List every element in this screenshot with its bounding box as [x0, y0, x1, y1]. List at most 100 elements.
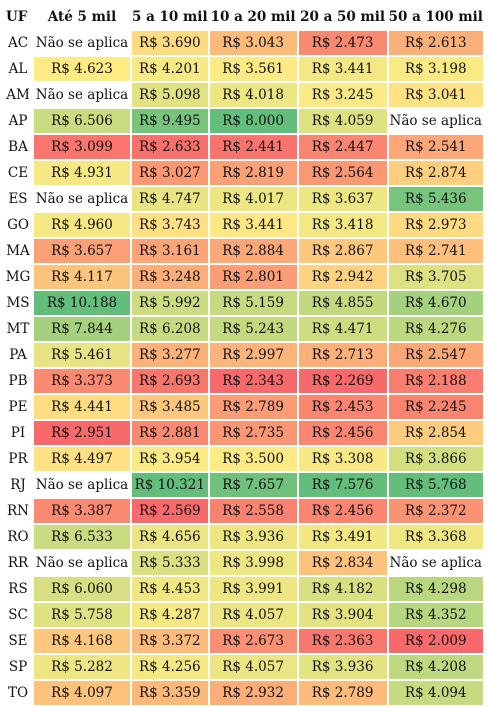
heatmap-cell: R$ 4.287	[132, 603, 208, 627]
table-row: GO R$ 4.960 R$ 3.743 R$ 3.441 R$ 3.418 R$ 2.9…	[4, 213, 483, 237]
column-header-10-a-20-mil: 10 a 20 mil	[210, 9, 296, 25]
heatmap-cell: R$ 2.453	[298, 395, 387, 419]
heatmap-cell: R$ 3.904	[298, 603, 387, 627]
table-row: SP R$ 5.282 R$ 4.256 R$ 4.057 R$ 3.936 R$ 4.2…	[4, 655, 483, 679]
heatmap-cell: R$ 3.198	[388, 57, 483, 81]
row-label-uf: RR	[7, 555, 29, 571]
heatmap-cell: R$ 5.333	[132, 551, 208, 575]
heatmap-cell: R$ 4.097	[34, 681, 130, 705]
heatmap-cell: R$ 6.208	[132, 317, 208, 341]
row-label-uf: RO	[7, 529, 29, 545]
table-row: PE R$ 4.441 R$ 3.485 R$ 2.789 R$ 2.453 R$ 2.2…	[4, 395, 483, 419]
heatmap-cell: R$ 3.368	[388, 525, 483, 549]
heatmap-cell: R$ 7.844	[34, 317, 130, 341]
heatmap-cell: R$ 2.633	[132, 135, 208, 159]
heatmap-cell: R$ 3.277	[132, 343, 208, 367]
heatmap-cell: R$ 3.373	[34, 369, 130, 393]
heatmap-cell: R$ 5.768	[388, 473, 483, 497]
heatmap-cell: R$ 10.321	[132, 473, 208, 497]
heatmap-cell: R$ 2.884	[209, 239, 297, 263]
row-label-uf: PI	[10, 425, 26, 441]
heatmap-cell: R$ 2.854	[388, 421, 483, 445]
header-row: UF Até 5 mil 5 a 10 mil 10 a 20 mil 20 a…	[4, 5, 483, 29]
heatmap-cell: R$ 2.569	[132, 499, 208, 523]
heatmap-cell: R$ 5.159	[209, 291, 297, 315]
row-label-uf: AP	[8, 113, 28, 129]
heatmap-cell: R$ 2.951	[34, 421, 130, 445]
table-header: UF Até 5 mil 5 a 10 mil 10 a 20 mil 20 a…	[4, 5, 483, 29]
heatmap-cell: R$ 3.099	[34, 135, 130, 159]
heatmap-cell: R$ 3.485	[132, 395, 208, 419]
column-header-50-a-100-mil: 50 a 100 mil	[388, 9, 483, 25]
heatmap-cell: R$ 8.000	[209, 109, 297, 133]
heatmap-cell: R$ 3.991	[209, 577, 297, 601]
row-label-uf: SP	[8, 659, 28, 675]
table-row: AP R$ 6.506 R$ 9.495 R$ 8.000 R$ 4.059 Não se…	[4, 109, 483, 133]
table-row: RR Não se aplica R$ 5.333 R$ 3.998 R$ 2.834 N…	[4, 551, 483, 575]
table-row: PB R$ 3.373 R$ 2.693 R$ 2.343 R$ 2.269 R$ 2.1…	[4, 369, 483, 393]
heatmap-cell: R$ 3.245	[298, 83, 387, 107]
heatmap-cell: R$ 3.308	[298, 447, 387, 471]
heatmap-cell: R$ 5.992	[132, 291, 208, 315]
heatmap-cell: R$ 2.188	[388, 369, 483, 393]
heatmap-cell: R$ 5.243	[209, 317, 297, 341]
heatmap-cell: R$ 4.208	[388, 655, 483, 679]
table-row: RJ Não se aplica R$ 10.321 R$ 7.657 R$ 7.576…	[4, 473, 483, 497]
heatmap-cell: R$ 2.819	[209, 161, 297, 185]
table-row: BA R$ 3.099 R$ 2.633 R$ 2.441 R$ 2.447 R$ 2.5…	[4, 135, 483, 159]
heatmap-cell: R$ 4.201	[132, 57, 208, 81]
column-header-5-a-10-mil: 5 a 10 mil	[132, 9, 208, 25]
heatmap-cell: R$ 2.269	[298, 369, 387, 393]
heatmap-cell: R$ 2.693	[132, 369, 208, 393]
heatmap-cell: R$ 7.657	[209, 473, 297, 497]
heatmap-cell: R$ 3.441	[209, 213, 297, 237]
table-row: MA R$ 3.657 R$ 3.161 R$ 2.884 R$ 2.867 R$ 2.7…	[4, 239, 483, 263]
heatmap-cell: R$ 4.497	[34, 447, 130, 471]
heatmap-cell: R$ 2.547	[388, 343, 483, 367]
heatmap-cell: R$ 2.874	[388, 161, 483, 185]
row-label-uf: ES	[8, 191, 28, 207]
heatmap-cell: R$ 4.931	[34, 161, 130, 185]
row-label-uf: RJ	[10, 477, 26, 493]
table-row: RN R$ 3.387 R$ 2.569 R$ 2.558 R$ 2.456 R$ 2.3…	[4, 499, 483, 523]
column-header-20-a-50-mil: 20 a 50 mil	[300, 9, 386, 25]
heatmap-cell: Não se aplica	[34, 187, 130, 211]
heatmap-cell: R$ 3.359	[132, 681, 208, 705]
heatmap-cell: R$ 3.954	[132, 447, 208, 471]
row-label-uf: SE	[8, 633, 28, 649]
heatmap-cell: R$ 4.352	[388, 603, 483, 627]
heatmap-cell: R$ 2.789	[209, 395, 297, 419]
heatmap-cell: R$ 2.789	[298, 681, 387, 705]
heatmap-cell: R$ 3.561	[209, 57, 297, 81]
table-row: RS R$ 6.060 R$ 4.453 R$ 3.991 R$ 4.182 R$ 4.2…	[4, 577, 483, 601]
heatmap-cell: R$ 2.441	[209, 135, 297, 159]
heatmap-cell: Não se aplica	[34, 473, 130, 497]
heatmap-cell: R$ 2.801	[209, 265, 297, 289]
heatmap-cell: R$ 3.387	[34, 499, 130, 523]
heatmap-cell: R$ 3.705	[388, 265, 483, 289]
table-row: AL R$ 4.623 R$ 4.201 R$ 3.561 R$ 3.441 R$ 3.1…	[4, 57, 483, 81]
heatmap-cell: R$ 4.623	[34, 57, 130, 81]
heatmap-cell: R$ 2.881	[132, 421, 208, 445]
row-label-uf: PA	[9, 347, 27, 363]
heatmap-cell: R$ 2.834	[298, 551, 387, 575]
heatmap-cell: R$ 4.441	[34, 395, 130, 419]
row-label-uf: AC	[7, 35, 29, 51]
heatmap-cell: Não se aplica	[34, 83, 130, 107]
row-label-uf: TO	[7, 685, 29, 701]
heatmap-cell: R$ 3.866	[388, 447, 483, 471]
heatmap-cell: R$ 4.018	[209, 83, 297, 107]
heatmap-cell: R$ 4.057	[209, 655, 297, 679]
table-row: TO R$ 4.097 R$ 3.359 R$ 2.932 R$ 2.789 R$ 4.0…	[4, 681, 483, 705]
table-row: AC Não se aplica R$ 3.690 R$ 3.043 R$ 2.473 R…	[4, 31, 483, 55]
table-row: ES Não se aplica R$ 4.747 R$ 4.017 R$ 3.637 R…	[4, 187, 483, 211]
table-row: PR R$ 4.497 R$ 3.954 R$ 3.500 R$ 3.308 R$ 3.8…	[4, 447, 483, 471]
heatmap-cell: Não se aplica	[388, 551, 483, 575]
heatmap-cell: R$ 4.017	[209, 187, 297, 211]
heatmap-cell: R$ 3.936	[298, 655, 387, 679]
heatmap-cell: R$ 4.656	[132, 525, 208, 549]
table-row: PI R$ 2.951 R$ 2.881 R$ 2.735 R$ 2.456 R$ 2.8…	[4, 421, 483, 445]
heatmap-cell: R$ 4.747	[132, 187, 208, 211]
heatmap-cell: R$ 6.506	[34, 109, 130, 133]
heatmap-cell: R$ 2.932	[209, 681, 297, 705]
